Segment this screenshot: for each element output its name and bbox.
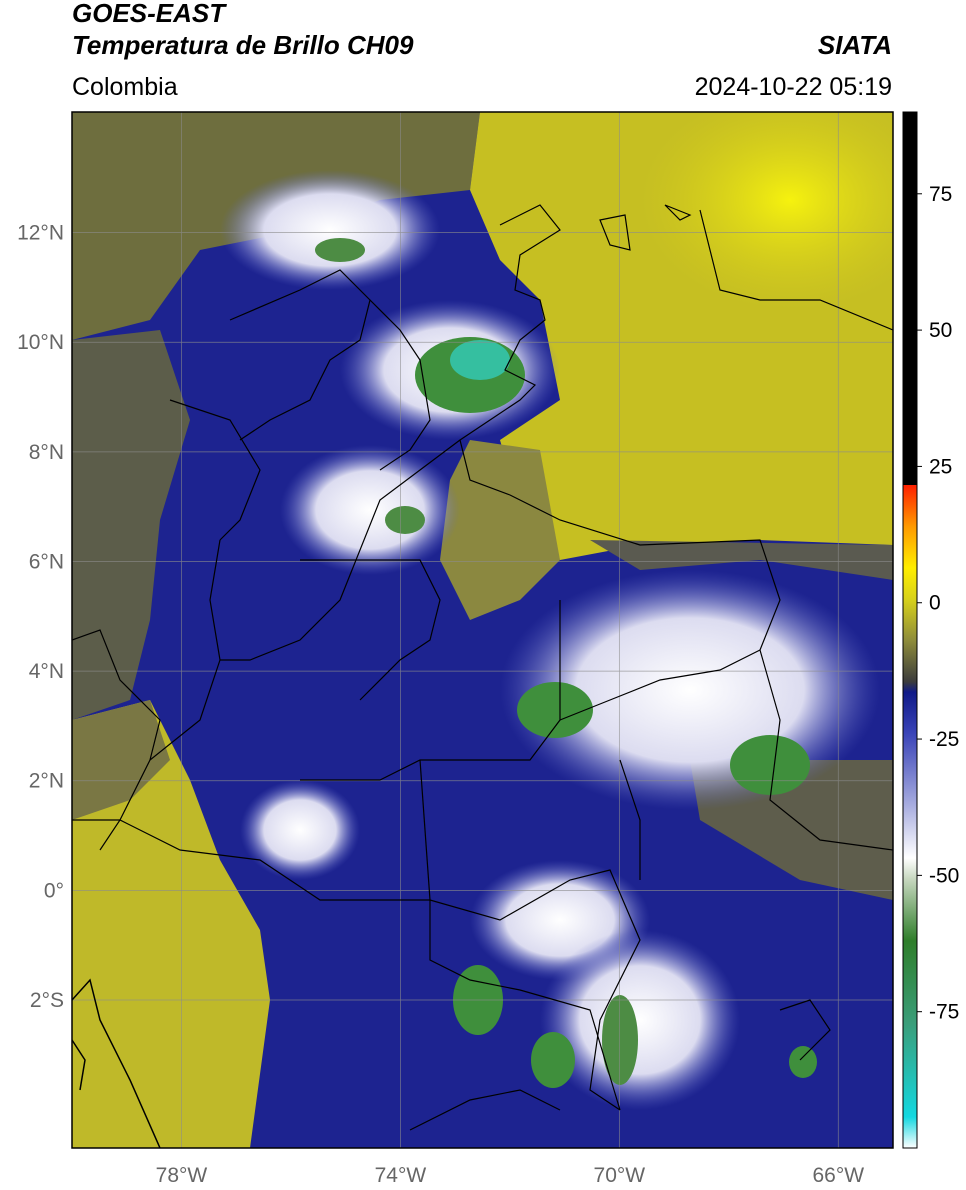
imagery-layer xyxy=(72,112,893,1148)
colorbar: 75 50 25 0 -25 -50 -75 xyxy=(902,111,959,1149)
colorbar-tick-label: -50 xyxy=(929,864,959,887)
datetime-label: 2024-10-22 05:19 xyxy=(694,73,892,101)
map-frame xyxy=(71,111,894,1149)
colorbar-tick-label: -25 xyxy=(929,728,959,751)
gridlines xyxy=(72,112,893,1148)
satellite-title: GOES-EAST xyxy=(72,0,226,28)
lon-tick-label: 70°W xyxy=(594,1164,646,1187)
lon-tick-label: 74°W xyxy=(375,1164,427,1187)
lat-tick-label: 10°N xyxy=(17,331,64,354)
product-title: Temperatura de Brillo CH09 xyxy=(72,30,414,60)
longitude-labels: 78°W 74°W 70°W 66°W xyxy=(156,1164,865,1187)
political-borders xyxy=(72,204,893,1131)
lat-tick-label: 6°N xyxy=(29,550,64,573)
latitude-labels: 12°N 10°N 8°N 6°N 4°N 2°N 0° 2°S xyxy=(17,222,64,1012)
lon-tick-label: 78°W xyxy=(156,1164,208,1187)
lat-tick-label: 4°N xyxy=(29,660,64,683)
coastline xyxy=(72,978,161,1148)
lat-tick-label: 12°N xyxy=(17,222,64,245)
colorbar-tick-label: 0 xyxy=(929,592,941,615)
colorbar-tick-label: 25 xyxy=(929,455,952,478)
lat-tick-label: 0° xyxy=(44,879,64,902)
lat-tick-label: 8°N xyxy=(29,441,64,464)
agency-title: SIATA xyxy=(817,30,892,60)
colorbar-scale xyxy=(902,111,918,1149)
colorbar-tick-label: 75 xyxy=(929,183,952,206)
lat-tick-label: 2°S xyxy=(30,989,64,1012)
colorbar-tick-label: -75 xyxy=(929,1001,959,1024)
lon-tick-label: 66°W xyxy=(812,1164,864,1187)
colorbar-ticks: 75 50 25 0 -25 -50 -75 xyxy=(917,183,959,1024)
region-label: Colombia xyxy=(72,73,178,101)
colorbar-tick-label: 50 xyxy=(929,319,952,342)
lat-tick-label: 2°N xyxy=(29,770,64,793)
